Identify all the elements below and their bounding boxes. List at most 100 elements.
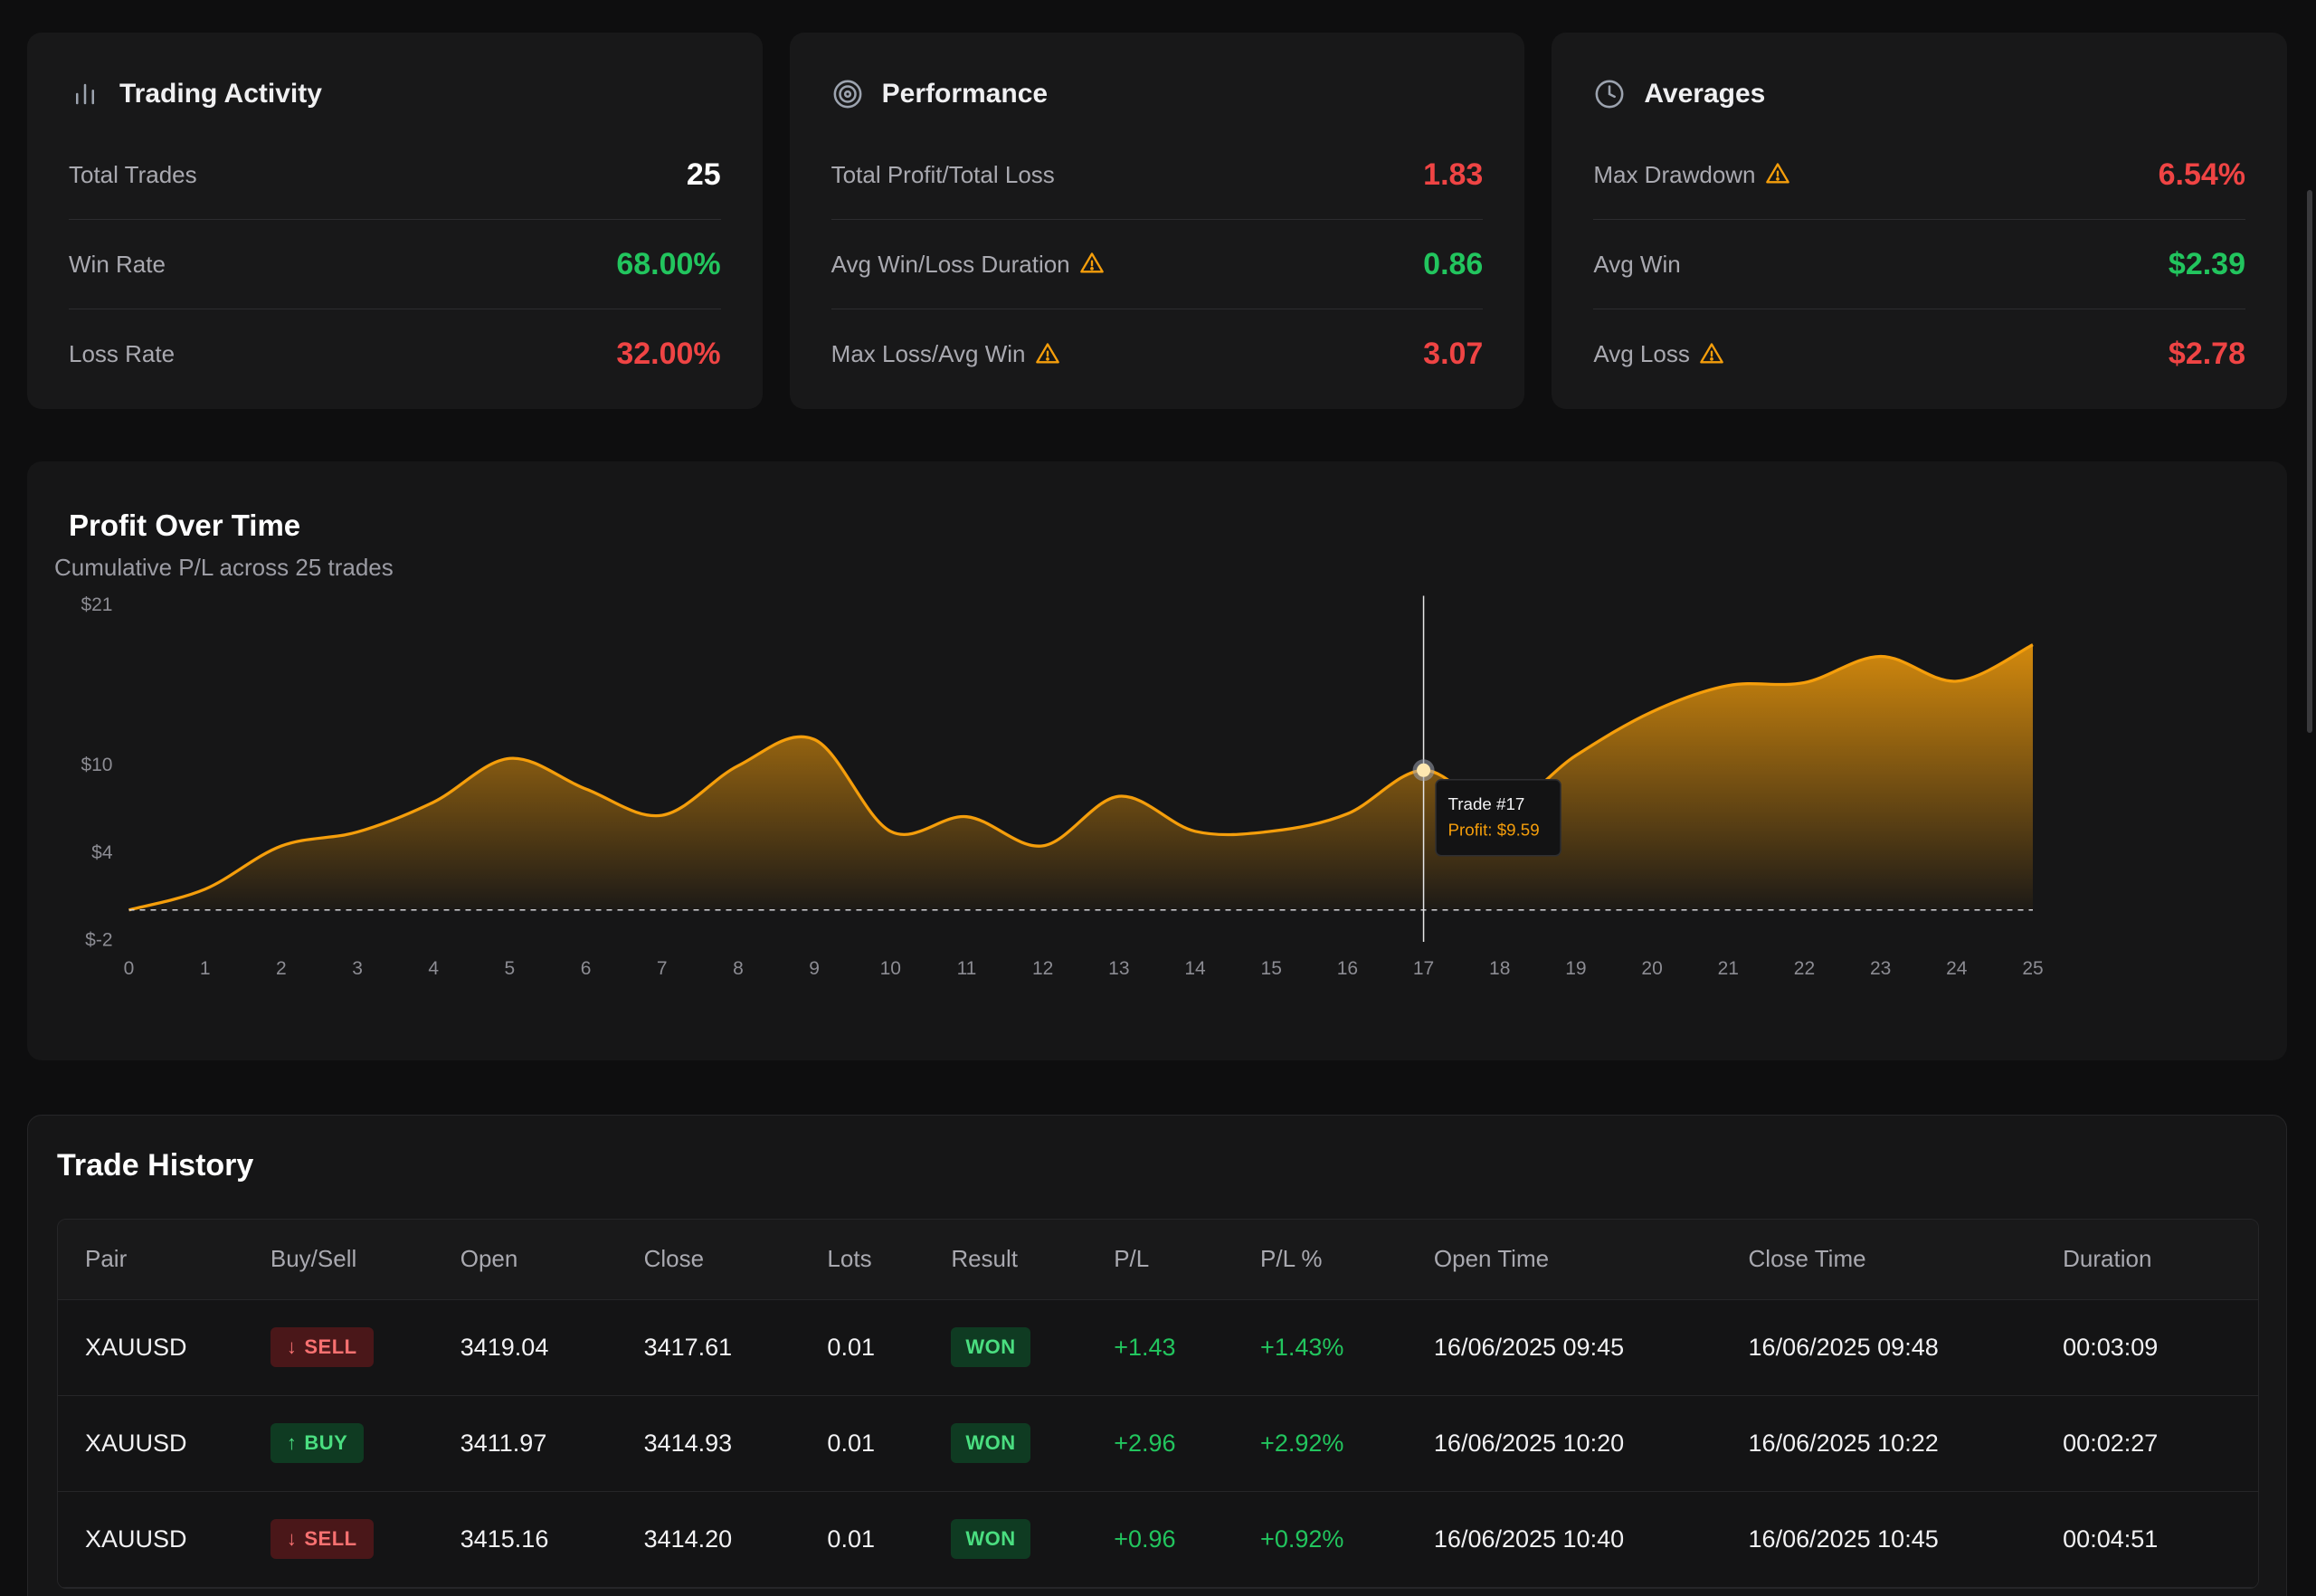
cell-side: ↓ SELL	[242, 1491, 433, 1588]
column-header[interactable]: Lots	[800, 1220, 925, 1300]
cell-open_time: 16/06/2025 10:40	[1406, 1491, 1722, 1588]
x-tick-label: 1	[200, 958, 211, 979]
cell-pair: XAUUSD	[58, 1395, 243, 1492]
y-tick-label: $-2	[85, 930, 112, 951]
x-tick-label: 19	[1565, 958, 1586, 979]
cell-duration: 00:03:09	[2036, 1299, 2258, 1396]
stat-value: $2.39	[2168, 246, 2246, 281]
stat-label-text: Win Rate	[69, 250, 166, 278]
stat-value: 3.07	[1423, 337, 1484, 371]
stat-label-text: Max Loss/Avg Win	[831, 340, 1026, 367]
cell-close: 3414.93	[616, 1395, 801, 1492]
column-header[interactable]: Pair	[58, 1220, 243, 1300]
x-tick-label: 24	[1946, 958, 1968, 979]
column-header[interactable]: Close	[616, 1220, 801, 1300]
stat-label-text: Total Trades	[69, 160, 197, 188]
x-tick-label: 11	[957, 958, 977, 979]
cell-lots: 0.01	[800, 1299, 925, 1396]
stat-row: Avg Loss $2.78	[1593, 309, 2245, 399]
x-tick-label: 22	[1794, 958, 1815, 979]
hover-point[interactable]	[1417, 763, 1431, 777]
stat-label: Avg Loss	[1593, 340, 1725, 368]
cell-pair: XAUUSD	[58, 1299, 243, 1396]
side-label: SELL	[304, 1335, 357, 1358]
column-header[interactable]: Open Time	[1406, 1220, 1722, 1300]
card-title: Averages	[1644, 79, 1766, 109]
x-tick-label: 3	[352, 958, 363, 979]
column-header[interactable]: Close Time	[1721, 1220, 2036, 1300]
table-row[interactable]: XAUUSD ↓ SELL 3419.04 3417.61 0.01 WON +1.43 +1.…	[58, 1299, 2258, 1396]
table-row[interactable]: XAUUSD ↓ SELL 3415.16 3414.20 0.01 WON +0.96 +0.…	[58, 1491, 2258, 1588]
column-header[interactable]: P/L %	[1233, 1220, 1407, 1300]
cell-side: ↓ SELL	[242, 1299, 433, 1396]
stat-label: Total Profit/Total Loss	[831, 161, 1055, 189]
page-scrollbar[interactable]	[2307, 190, 2312, 733]
warning-icon[interactable]	[1079, 251, 1106, 278]
warning-icon[interactable]	[1765, 161, 1792, 188]
column-header[interactable]: Duration	[2036, 1220, 2258, 1300]
x-tick-label: 4	[428, 958, 439, 979]
stat-value: 1.83	[1423, 157, 1484, 192]
x-tick-label: 21	[1718, 958, 1739, 979]
cell-lots: 0.01	[800, 1491, 925, 1588]
cell-close_time: 16/06/2025 10:22	[1721, 1395, 2036, 1492]
stat-value: 32.00%	[616, 337, 721, 371]
column-header[interactable]: Buy/Sell	[242, 1220, 433, 1300]
x-tick-label: 13	[1108, 958, 1129, 979]
chart-title: Profit Over Time	[69, 508, 301, 542]
x-tick-label: 20	[1641, 958, 1662, 979]
card-performance: Performance Total Profit/Total Loss 1.83 A…	[789, 33, 1525, 409]
card-header: Averages	[1593, 69, 2245, 119]
card-header: Trading Activity	[69, 69, 721, 119]
x-tick-label: 7	[657, 958, 668, 979]
cell-duration: 00:04:51	[2036, 1491, 2258, 1588]
trade-history-title: Trade History	[57, 1148, 254, 1183]
stat-label-text: Total Profit/Total Loss	[831, 160, 1055, 188]
column-header[interactable]: P/L	[1087, 1220, 1234, 1300]
cell-open: 3411.97	[432, 1395, 617, 1492]
tooltip-value: Profit: $9.59	[1448, 820, 1540, 839]
stat-row: Win Rate 68.00%	[69, 220, 721, 309]
summary-cards: Trading Activity Total Trades 25 Win Rate 6…	[27, 33, 2288, 409]
x-tick-label: 2	[276, 958, 287, 979]
cell-result: WON	[924, 1491, 1087, 1588]
stat-label: Win Rate	[69, 251, 166, 279]
table-row[interactable]: XAUUSD ↑ BUY 3411.97 3414.93 0.01 WON +2.96 +2.9…	[58, 1395, 2258, 1492]
cell-open: 3415.16	[432, 1491, 617, 1588]
column-header[interactable]: Result	[924, 1220, 1087, 1300]
stat-row: Total Profit/Total Loss 1.83	[831, 130, 1484, 220]
stat-label-text: Max Drawdown	[1593, 160, 1756, 188]
cell-open: 3419.04	[432, 1299, 617, 1396]
profit-chart-panel: Profit Over Time Cumulative P/L across 2…	[27, 461, 2287, 1060]
stat-label: Total Trades	[69, 161, 197, 189]
side-label: BUY	[304, 1431, 348, 1454]
cell-result: WON	[924, 1395, 1087, 1492]
warning-icon[interactable]	[1035, 341, 1062, 368]
x-tick-label: 17	[1413, 958, 1434, 979]
stat-label: Avg Win/Loss Duration	[831, 251, 1106, 279]
cell-close: 3414.20	[616, 1491, 801, 1588]
y-tick-label: $10	[81, 755, 112, 775]
cell-plpct: +0.92%	[1233, 1491, 1407, 1588]
x-tick-label: 9	[809, 958, 820, 979]
bar-chart-icon	[69, 78, 101, 110]
warning-icon[interactable]	[1699, 341, 1726, 368]
side-label: SELL	[304, 1527, 357, 1550]
chart-subtitle: Cumulative P/L across 25 trades	[54, 554, 394, 581]
card-trading-activity: Trading Activity Total Trades 25 Win Rate 6…	[27, 33, 763, 409]
cell-side: ↑ BUY	[242, 1395, 433, 1492]
x-tick-label: 15	[1261, 958, 1282, 979]
target-icon	[831, 78, 864, 110]
arrow-up-icon: ↑	[286, 1431, 298, 1454]
card-averages: Averages Max Drawdown 6.54% Avg Win $2.39 Av…	[1552, 33, 2288, 409]
result-badge: WON	[951, 1519, 1030, 1559]
cell-pl: +0.96	[1087, 1491, 1234, 1588]
cell-result: WON	[924, 1299, 1087, 1396]
stat-value: 25	[686, 157, 721, 192]
profit-chart[interactable]: $21$10$4$-20 1 2 3 4 5 6 7 8 9 10 11 12 13 14 15 16 17 18 1…	[27, 461, 2287, 1060]
stat-value: 6.54%	[2158, 157, 2246, 192]
column-header[interactable]: Open	[432, 1220, 617, 1300]
stat-label-text: Avg Win/Loss Duration	[831, 250, 1070, 278]
x-tick-label: 8	[733, 958, 744, 979]
arrow-down-icon: ↓	[286, 1335, 298, 1358]
